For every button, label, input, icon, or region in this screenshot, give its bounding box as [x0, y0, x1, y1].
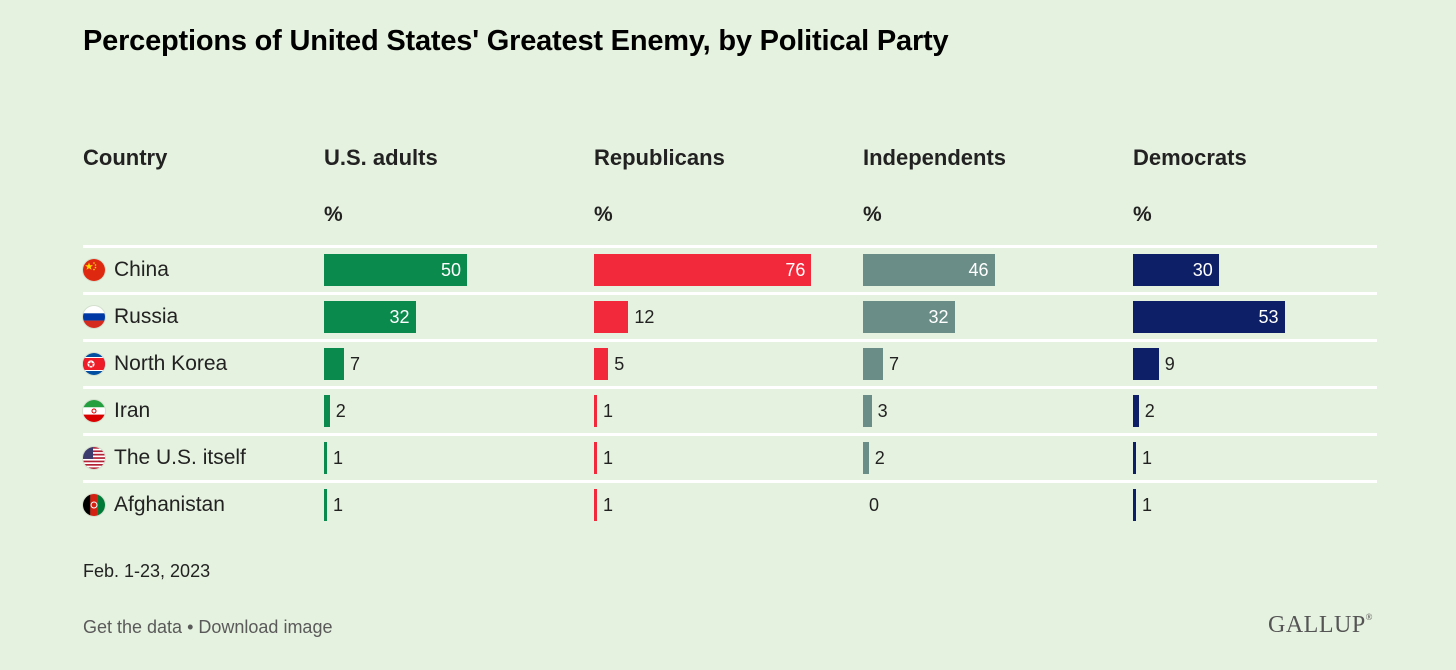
bar-u-s-adults-china	[324, 254, 467, 286]
bar-independents-china	[863, 254, 995, 286]
value-label-u-s-adults-the-u-s-itself: 1	[333, 448, 344, 468]
value-label-democrats-north-korea: 9	[1164, 354, 1175, 374]
country-label-the-u-s-itself: The U.S. itself	[83, 443, 246, 473]
value-label-republicans-north-korea: 5	[614, 354, 625, 374]
country-name: China	[114, 258, 169, 281]
value-label-democrats-china: 30	[1192, 260, 1213, 280]
bar-u-s-adults-afghanistan	[324, 489, 327, 521]
bar-u-s-adults-north-korea	[324, 348, 345, 380]
value-label-democrats-iran: 2	[1144, 401, 1155, 421]
value-label-independents-the-u-s-itself: 2	[874, 448, 885, 468]
bar-republicans-the-u-s-itself	[594, 442, 597, 474]
download-image-link[interactable]: Download image	[198, 617, 333, 637]
value-label-u-s-adults-iran: 2	[335, 401, 346, 421]
value-label-republicans-afghanistan: 1	[603, 495, 614, 515]
bar-independents-north-korea	[863, 348, 884, 380]
value-label-republicans-china: 76	[785, 260, 806, 280]
bar-u-s-adults-the-u-s-itself	[324, 442, 327, 474]
value-label-independents-afghanistan: 0	[869, 495, 880, 515]
unit-label-democrats: %	[1133, 203, 1152, 226]
row-divider	[83, 245, 1377, 248]
value-label-republicans-russia: 12	[634, 307, 655, 327]
bar-democrats-the-u-s-itself	[1133, 442, 1136, 474]
bar-republicans-iran	[594, 395, 597, 427]
row-divider	[83, 339, 1377, 342]
country-name: Afghanistan	[114, 493, 225, 516]
bar-independents-iran	[863, 395, 872, 427]
value-label-democrats-russia: 53	[1258, 307, 1279, 327]
usa-flag-icon	[83, 447, 105, 469]
bar-independents-the-u-s-itself	[863, 442, 869, 474]
bar-republicans-china	[594, 254, 812, 286]
value-label-republicans-iran: 1	[603, 401, 614, 421]
value-label-democrats-afghanistan: 1	[1142, 495, 1153, 515]
row-divider	[83, 480, 1377, 483]
gallup-logo-text: GALLUP	[1268, 612, 1366, 638]
country-name: Iran	[114, 399, 151, 422]
bar-democrats-russia	[1133, 301, 1285, 333]
value-label-u-s-adults-russia: 32	[389, 307, 410, 327]
bar-republicans-north-korea	[594, 348, 609, 380]
afghanistan-flag-icon	[83, 494, 105, 516]
country-label-afghanistan: Afghanistan	[83, 490, 225, 520]
column-header-us-adults: U.S. adults	[324, 145, 438, 170]
value-label-independents-russia: 32	[928, 307, 949, 327]
country-label-china: China	[83, 255, 169, 285]
value-label-republicans-the-u-s-itself: 1	[603, 448, 614, 468]
bar-republicans-afghanistan	[594, 489, 597, 521]
chart-title: Perceptions of United States' Greatest E…	[83, 25, 949, 57]
footer-links: Get the data • Download image	[83, 617, 332, 638]
bar-independents-russia	[863, 301, 955, 333]
gallup-logo: GALLUP®	[1268, 612, 1374, 638]
country-label-russia: Russia	[83, 302, 178, 332]
country-name: Russia	[114, 305, 179, 328]
value-label-u-s-adults-afghanistan: 1	[333, 495, 344, 515]
value-label-democrats-the-u-s-itself: 1	[1142, 448, 1153, 468]
bar-democrats-china	[1133, 254, 1219, 286]
unit-label-republicans: %	[594, 203, 613, 226]
value-label-u-s-adults-china: 50	[440, 260, 461, 280]
china-flag-icon	[83, 259, 105, 281]
value-label-independents-iran: 3	[877, 401, 888, 421]
country-name: The U.S. itself	[114, 446, 246, 469]
unit-label-us-adults: %	[324, 203, 343, 226]
bar-democrats-north-korea	[1133, 348, 1159, 380]
unit-label-independents: %	[863, 203, 882, 226]
row-divider	[83, 386, 1377, 389]
column-header-republicans: Republicans	[594, 145, 725, 170]
russia-flag-icon	[83, 306, 105, 328]
row-divider	[83, 433, 1377, 436]
iran-flag-icon	[83, 400, 105, 422]
country-name: North Korea	[114, 352, 228, 375]
country-label-north-korea: North Korea	[83, 349, 227, 379]
row-divider	[83, 292, 1377, 295]
bar-democrats-iran	[1133, 395, 1139, 427]
get-the-data-link[interactable]: Get the data	[83, 617, 183, 637]
bar-democrats-afghanistan	[1133, 489, 1136, 521]
value-label-independents-north-korea: 7	[889, 354, 900, 374]
footer-separator: •	[182, 617, 199, 637]
value-label-u-s-adults-north-korea: 7	[350, 354, 361, 374]
value-label-independents-china: 46	[968, 260, 989, 280]
bar-u-s-adults-iran	[324, 395, 330, 427]
column-header-country: Country	[83, 145, 168, 170]
bar-u-s-adults-russia	[324, 301, 416, 333]
country-label-iran: Iran	[83, 396, 150, 426]
bar-republicans-russia	[594, 301, 629, 333]
column-header-democrats: Democrats	[1133, 145, 1247, 170]
north-korea-flag-icon	[83, 353, 105, 375]
survey-date: Feb. 1-23, 2023	[83, 561, 211, 581]
column-header-independents: Independents	[863, 145, 1007, 170]
